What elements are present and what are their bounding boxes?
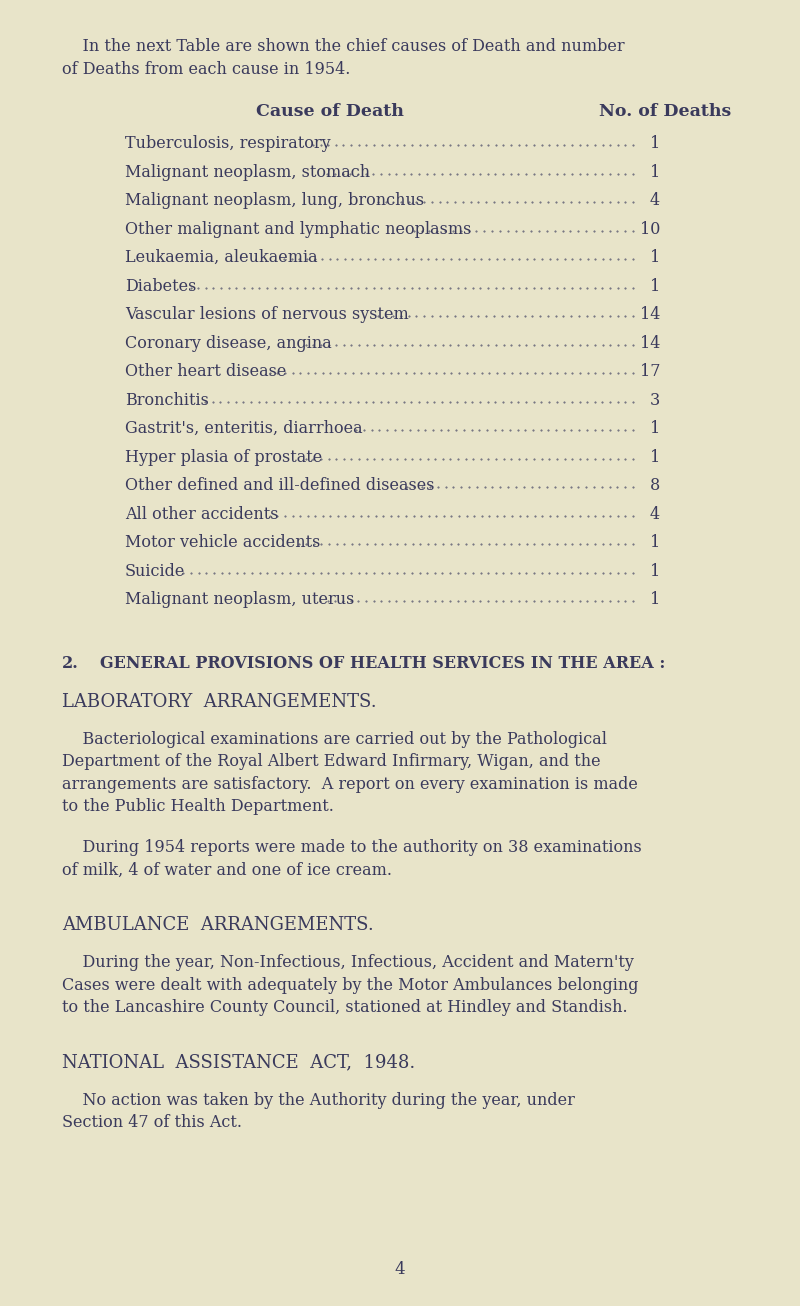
Text: Hyper plasia of prostate: Hyper plasia of prostate: [125, 449, 322, 466]
Text: Section 47 of this Act.: Section 47 of this Act.: [62, 1114, 242, 1131]
Text: to the Lancashire County Council, stationed at Hindley and Standish.: to the Lancashire County Council, statio…: [62, 999, 628, 1016]
Text: 2.: 2.: [62, 654, 78, 671]
Text: Tuberculosis, respiratory: Tuberculosis, respiratory: [125, 135, 330, 151]
Text: LABORATORY  ARRANGEMENTS.: LABORATORY ARRANGEMENTS.: [62, 692, 377, 710]
Text: 1: 1: [650, 249, 660, 266]
Text: Bacteriological examinations are carried out by the Pathological: Bacteriological examinations are carried…: [62, 730, 607, 747]
Text: Bronchitis: Bronchitis: [125, 392, 209, 409]
Text: 1: 1: [650, 563, 660, 580]
Text: Malignant neoplasm, lung, bronchus: Malignant neoplasm, lung, bronchus: [125, 192, 424, 209]
Text: of Deaths from each cause in 1954.: of Deaths from each cause in 1954.: [62, 61, 350, 78]
Text: 1: 1: [650, 592, 660, 609]
Text: 1: 1: [650, 135, 660, 151]
Text: Department of the Royal Albert Edward Infirmary, Wigan, and the: Department of the Royal Albert Edward In…: [62, 754, 601, 771]
Text: Coronary disease, angina: Coronary disease, angina: [125, 334, 332, 351]
Text: 14: 14: [640, 334, 660, 351]
Text: During 1954 reports were made to the authority on 38 examinations: During 1954 reports were made to the aut…: [62, 838, 642, 855]
Text: of milk, 4 of water and one of ice cream.: of milk, 4 of water and one of ice cream…: [62, 862, 392, 879]
Text: In the next Table are shown the chief causes of Death and number: In the next Table are shown the chief ca…: [62, 38, 625, 55]
Text: Diabetes: Diabetes: [125, 278, 196, 295]
Text: 10: 10: [640, 221, 660, 238]
Text: 1: 1: [650, 421, 660, 438]
Text: arrangements are satisfactory.  A report on every examination is made: arrangements are satisfactory. A report …: [62, 776, 638, 793]
Text: Suicide: Suicide: [125, 563, 186, 580]
Text: No action was taken by the Authority during the year, under: No action was taken by the Authority dur…: [62, 1092, 575, 1109]
Text: 1: 1: [650, 278, 660, 295]
Text: AMBULANCE  ARRANGEMENTS.: AMBULANCE ARRANGEMENTS.: [62, 916, 374, 934]
Text: 1: 1: [650, 449, 660, 466]
Text: Leukaemia, aleukaemia: Leukaemia, aleukaemia: [125, 249, 318, 266]
Text: Motor vehicle accidents: Motor vehicle accidents: [125, 534, 320, 551]
Text: 1: 1: [650, 163, 660, 180]
Text: 3: 3: [650, 392, 660, 409]
Text: 4: 4: [650, 192, 660, 209]
Text: to the Public Health Department.: to the Public Health Department.: [62, 798, 334, 815]
Text: 17: 17: [639, 363, 660, 380]
Text: 14: 14: [640, 306, 660, 323]
Text: GENERAL PROVISIONS OF HEALTH SERVICES IN THE AREA :: GENERAL PROVISIONS OF HEALTH SERVICES IN…: [100, 654, 666, 671]
Text: Gastrit's, enteritis, diarrhoea: Gastrit's, enteritis, diarrhoea: [125, 421, 362, 438]
Text: Vascular lesions of nervous system: Vascular lesions of nervous system: [125, 306, 409, 323]
Text: Other heart disease: Other heart disease: [125, 363, 286, 380]
Text: 4: 4: [394, 1262, 406, 1279]
Text: Other malignant and lymphatic neoplasms: Other malignant and lymphatic neoplasms: [125, 221, 471, 238]
Text: 4: 4: [650, 505, 660, 522]
Text: Malignant neoplasm, stomach: Malignant neoplasm, stomach: [125, 163, 370, 180]
Text: Other defined and ill-defined diseases: Other defined and ill-defined diseases: [125, 477, 434, 494]
Text: 8: 8: [650, 477, 660, 494]
Text: During the year, Non-Infectious, Infectious, Accident and Matern'ty: During the year, Non-Infectious, Infecti…: [62, 955, 634, 972]
Text: No. of Deaths: No. of Deaths: [599, 103, 731, 120]
Text: All other accidents: All other accidents: [125, 505, 278, 522]
Text: Cause of Death: Cause of Death: [256, 103, 404, 120]
Text: 1: 1: [650, 534, 660, 551]
Text: Cases were dealt with adequately by the Motor Ambulances belonging: Cases were dealt with adequately by the …: [62, 977, 638, 994]
Text: Malignant neoplasm, uterus: Malignant neoplasm, uterus: [125, 592, 354, 609]
Text: NATIONAL  ASSISTANCE  ACT,  1948.: NATIONAL ASSISTANCE ACT, 1948.: [62, 1054, 415, 1072]
